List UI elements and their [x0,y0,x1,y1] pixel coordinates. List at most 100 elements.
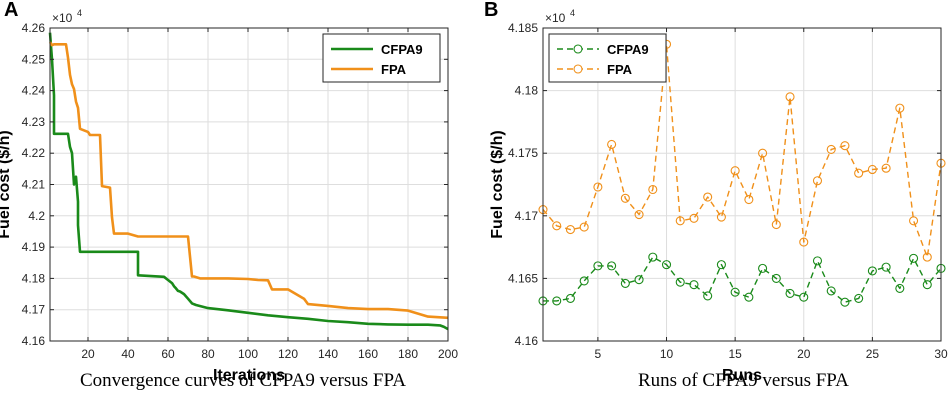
y-axis-label-a: Fuel cost ($/h) [0,130,13,238]
data-point-b-cfpa9-7 [620,278,630,288]
y-multiplier-exponent-a: 4 [77,8,82,18]
data-point-b-cfpa9-20 [799,292,809,302]
data-point-b-fpa-26 [881,163,891,173]
data-point-b-fpa-11 [675,216,685,226]
x-tick-label-a-1: 40 [121,347,135,361]
x-tick-label-a-3: 80 [201,347,215,361]
y-multiplier-b: ×10 [545,11,566,25]
data-point-b-cfpa9-14 [716,260,726,270]
y-multiplier-exponent-b: 4 [570,8,575,18]
data-point-b-cfpa9-21 [812,256,823,266]
y-multiplier-a: ×10 [52,11,73,25]
series-line-b-fpa [542,43,942,258]
data-point-b-fpa-7 [620,193,630,203]
data-point-b-fpa-9 [648,184,658,195]
data-point-b-fpa-8 [634,209,644,220]
data-point-b-fpa-3 [565,225,575,235]
data-point-b-fpa-28 [909,216,919,226]
data-point-b-cfpa9-24 [854,293,864,303]
chart-panel-a: A 20 40 60 80 100 120 140 160 180 200 4.16 4.17 4.18 4… [0,0,458,384]
caption-panel-a: Convergence curves of CFPA9 versus FPA [80,370,406,391]
y-tick-label-b-2: 4.17 [515,209,539,223]
data-point-b-cfpa9-8 [634,275,644,285]
y-tick-label-a-6: 4.22 [22,146,46,160]
data-point-b-cfpa9-18 [771,273,781,283]
x-axis-label-b: Runs [722,367,762,384]
x-tick-label-a-7: 160 [358,347,378,361]
data-point-b-fpa-22 [826,144,836,154]
data-point-b-cfpa9-28 [909,253,919,263]
caption-panel-b: Runs of CFPA9 versus FPA [638,370,849,391]
y-tick-label-a-10: 4.26 [22,21,46,35]
data-point-b-cfpa9-16 [744,292,754,302]
data-point-b-cfpa9-23 [840,297,850,307]
x-tick-label-a-0: 20 [81,347,95,361]
legend-label-b-fpa: FPA [607,62,633,77]
data-point-b-fpa-21 [812,176,823,186]
data-point-b-cfpa9-3 [565,293,575,303]
data-point-b-cfpa9-17 [758,263,768,273]
series-line-a-cfpa9 [48,32,449,331]
data-point-b-fpa-29 [922,252,932,262]
data-point-b-fpa-25 [867,164,877,175]
y-tick-label-b-3: 4.175 [508,146,538,160]
data-point-b-cfpa9-26 [881,262,891,272]
y-tick-label-a-8: 4.24 [22,84,46,98]
data-point-b-fpa-19 [785,92,795,102]
x-tick-label-a-6: 140 [318,347,338,361]
data-point-b-cfpa9-9 [648,252,658,262]
data-point-b-fpa-14 [716,212,726,222]
x-tick-label-b-5: 30 [934,347,948,361]
data-point-b-fpa-4 [579,222,589,232]
y-tick-label-b-0: 4.16 [515,334,539,348]
data-point-b-fpa-13 [703,192,713,202]
y-tick-label-b-1: 4.165 [508,271,538,285]
x-tick-label-b-2: 15 [728,347,742,361]
data-point-b-fpa-20 [799,237,809,247]
axes-frame-b [542,27,942,342]
x-tick-label-b-0: 5 [595,347,602,361]
y-tick-label-a-7: 4.23 [22,115,46,129]
data-point-b-cfpa9-12 [689,280,699,290]
y-tick-label-a-9: 4.25 [22,52,46,66]
data-point-b-cfpa9-2 [552,296,562,306]
data-point-b-fpa-24 [854,168,864,178]
legend-marker-b-fpa [573,64,583,74]
y-tick-label-a-4: 4.2 [28,209,45,223]
y-tick-label-a-2: 4.18 [22,271,46,285]
x-axis-label-a: Iterations [213,367,285,384]
x-tick-label-a-2: 60 [161,347,175,361]
data-point-b-cfpa9-13 [703,291,713,301]
data-point-b-fpa-23 [840,141,850,151]
x-tick-label-b-3: 20 [797,347,811,361]
data-point-b-fpa-6 [607,139,617,149]
data-point-b-cfpa9-11 [675,277,685,287]
y-axis-label-b: Fuel cost ($/h) [489,130,506,238]
data-point-b-fpa-17 [758,148,768,158]
data-point-b-fpa-2 [552,221,562,231]
data-point-b-fpa-16 [744,194,754,205]
legend-box-a [322,33,441,83]
legend-box-b [548,33,667,83]
data-point-b-fpa-5 [593,182,603,192]
data-point-b-fpa-15 [730,166,740,176]
data-point-b-cfpa9-29 [922,280,932,290]
data-point-b-fpa-27 [895,103,905,113]
legend-label-a-fpa: FPA [381,62,407,77]
x-tick-label-a-9: 200 [438,347,458,361]
x-tick-label-a-8: 180 [398,347,418,361]
y-tick-label-b-5: 4.185 [508,21,538,35]
y-tick-label-a-1: 4.17 [22,303,46,317]
data-point-b-fpa-18 [771,220,781,230]
x-tick-label-a-4: 100 [238,347,258,361]
data-point-b-cfpa9-25 [867,266,877,276]
x-tick-label-b-1: 10 [660,347,674,361]
y-tick-label-a-3: 4.19 [22,240,46,254]
data-point-b-cfpa9-27 [895,283,905,293]
data-point-b-cfpa9-5 [593,261,603,271]
data-point-b-cfpa9-10 [661,260,672,270]
series-line-a-fpa [48,41,449,320]
data-point-b-cfpa9-6 [607,261,617,271]
data-point-b-cfpa9-19 [785,288,795,298]
data-point-b-cfpa9-22 [826,286,836,296]
